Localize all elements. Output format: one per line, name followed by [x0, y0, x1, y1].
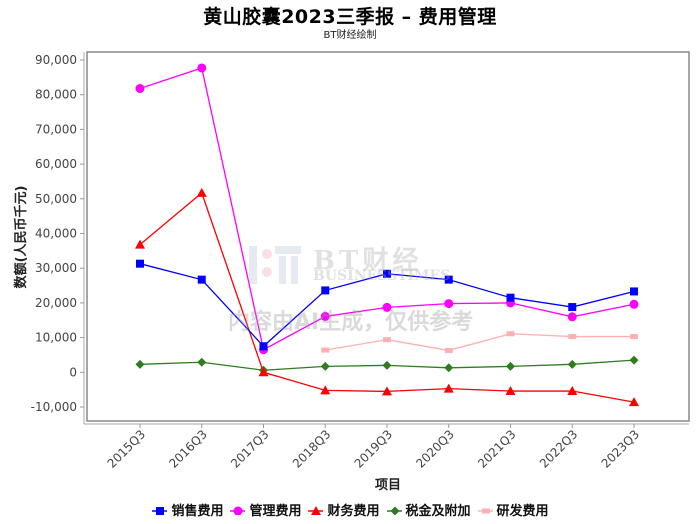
- y-tick-label: 20,000: [35, 296, 77, 310]
- x-tick-label: 2020Q3: [413, 427, 457, 471]
- y-tick-label: 80,000: [35, 88, 77, 102]
- series-1: [135, 63, 639, 355]
- circle-marker-icon: [230, 506, 246, 515]
- y-axis: -10,000 0 10,000 20,000 30,000 40,000 50,000 60…: [31, 53, 84, 414]
- x-tick-label: 2019Q3: [352, 427, 396, 471]
- x-axis: 2015Q3 2016Q3 2017Q3 2018Q3 2019Q3 2020Q3 2021…: [105, 424, 643, 471]
- series-4: [321, 331, 638, 353]
- x-tick-label: 2022Q3: [537, 427, 581, 471]
- data-series: [135, 63, 639, 407]
- y-tick-label: 90,000: [35, 53, 77, 67]
- square-marker-icon: [152, 506, 168, 515]
- legend-item: 研发费用: [477, 500, 549, 519]
- y-tick-label: 70,000: [35, 122, 77, 136]
- x-axis-title: 项目: [375, 478, 401, 493]
- chart-title: 黄山胶囊2023三季报 – 费用管理: [203, 6, 497, 28]
- x-tick-label: 2023Q3: [599, 427, 643, 471]
- y-tick-label: -10,000: [31, 400, 77, 414]
- legend-label: 财务费用: [327, 504, 380, 519]
- legend-label: 研发费用: [496, 504, 549, 519]
- line-chart: -10,000 0 10,000 20,000 30,000 40,000 50,000 60…: [13, 51, 690, 493]
- y-tick-label: 0: [69, 365, 77, 379]
- legend-item: 税金及附加: [386, 500, 471, 519]
- series-0: [136, 259, 638, 351]
- chart-legend: 销售费用 管理费用 财务费用 税金及附加 研发费用: [0, 500, 700, 519]
- legend-item: 财务费用: [307, 500, 380, 519]
- legend-item: 管理费用: [229, 500, 301, 519]
- y-tick-label: 60,000: [35, 157, 77, 171]
- legend-label: 销售费用: [171, 504, 224, 519]
- diamond-marker-icon: [386, 506, 402, 515]
- legend-item: 销售费用: [151, 500, 223, 519]
- legend-label: 管理费用: [249, 504, 302, 519]
- plot-frame: [83, 51, 690, 425]
- x-tick-label: 2017Q3: [228, 427, 272, 471]
- chart-subtitle: BT财经绘制: [323, 30, 377, 41]
- x-tick-label: 2018Q3: [290, 427, 334, 471]
- y-tick-label: 10,000: [35, 331, 77, 345]
- y-tick-label: 30,000: [35, 261, 77, 275]
- series-2: [135, 187, 639, 407]
- x-tick-label: 2016Q3: [166, 427, 210, 471]
- rect-marker-icon: [477, 508, 493, 513]
- y-tick-label: 50,000: [35, 192, 77, 206]
- legend-label: 税金及附加: [405, 504, 471, 519]
- x-tick-label: 2021Q3: [475, 427, 519, 471]
- y-axis-title: 数额(人民币千元): [13, 186, 29, 289]
- triangle-marker-icon: [308, 505, 324, 515]
- x-tick-label: 2015Q3: [105, 427, 149, 471]
- y-tick-label: 40,000: [35, 227, 77, 241]
